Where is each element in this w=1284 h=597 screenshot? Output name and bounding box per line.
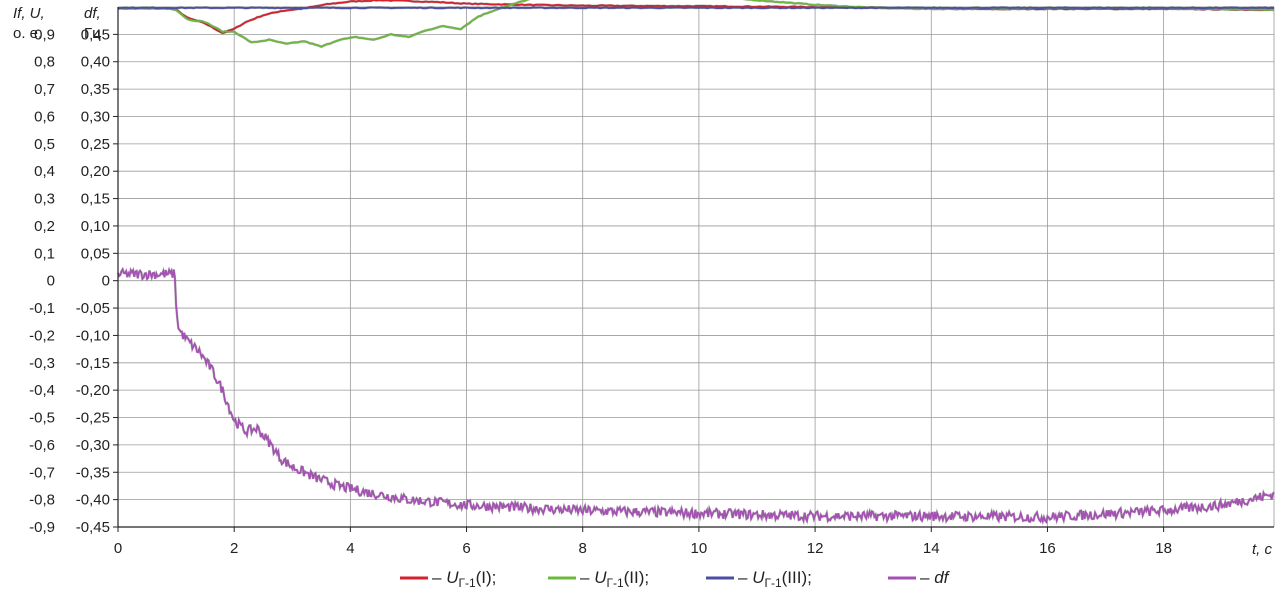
left-tick-label: -0,2	[29, 327, 55, 344]
left-tick-label: -0,6	[29, 437, 55, 454]
x-tick-label: 8	[579, 540, 587, 557]
x-tick-label: 6	[462, 540, 470, 557]
legend-entry: – UГ-1(III);	[738, 568, 812, 590]
right-tick-label: 0,35	[81, 81, 110, 98]
legend-entry: – df	[920, 568, 951, 587]
left-tick-label: -0,1	[29, 300, 55, 317]
x-axis-title: t, c	[1252, 541, 1273, 558]
right-tick-label: 0,30	[81, 108, 110, 125]
left-tick-label: 0,3	[34, 191, 55, 208]
grid	[118, 6, 1275, 528]
left-tick-label: 0,9	[34, 26, 55, 43]
x-tick-label: 18	[1155, 540, 1172, 557]
left-tick-label: -0,3	[29, 355, 55, 372]
legend-entry: – UГ-1(II);	[580, 568, 649, 590]
x-tick-label: 4	[346, 540, 354, 557]
x-tick-label: 0	[114, 540, 122, 557]
legend: – UГ-1(I); – UГ-1(II); – UГ-1(III); – df	[400, 568, 951, 590]
right-tick-label: -0,45	[76, 519, 110, 536]
right-tick-label: 0,25	[81, 136, 110, 153]
legend-entry: – UГ-1(I);	[432, 568, 496, 590]
left-axis-title-line1: If, U,	[13, 5, 45, 22]
right-tick-label: -0,40	[76, 492, 110, 509]
left-tick-label: 0,6	[34, 108, 55, 125]
plot-area	[118, 7, 1274, 527]
left-tick-label: -0,5	[29, 410, 55, 427]
left-tick-label: 0,7	[34, 81, 55, 98]
x-tick-label: 2	[230, 540, 238, 557]
series-layer	[116, 0, 1275, 526]
left-tick-label: 0,8	[34, 54, 55, 71]
right-axis-title-line2: Гц	[84, 25, 101, 42]
axes	[113, 7, 1274, 532]
right-tick-label: 0,05	[81, 245, 110, 262]
left-tick-label: -0,7	[29, 464, 55, 481]
x-tick-label: 16	[1039, 540, 1056, 557]
right-tick-label: 0,15	[81, 191, 110, 208]
right-tick-label: -0,10	[76, 327, 110, 344]
x-tick-label: 14	[923, 540, 940, 557]
right-tick-label: 0,10	[81, 218, 110, 235]
x-tick-label: 10	[691, 540, 708, 557]
left-tick-label: 0,2	[34, 218, 55, 235]
tick-labels: 0,9 0,450,8 0,400,7 0,350,6 0,300,5 0,250,4 0,…	[29, 26, 1172, 557]
right-tick-label: 0,40	[81, 54, 110, 71]
right-tick-label: -0,25	[76, 410, 110, 427]
right-tick-label: -0,35	[76, 464, 110, 481]
right-tick-label: 0	[102, 273, 110, 290]
left-axis-title-line2: о. е.	[13, 25, 42, 42]
left-tick-label: 0,4	[34, 163, 55, 180]
right-tick-label: -0,05	[76, 300, 110, 317]
right-tick-label: 0,20	[81, 163, 110, 180]
series-df	[117, 267, 1275, 525]
series-u-3	[117, 6, 1275, 10]
left-tick-label: -0,8	[29, 492, 55, 509]
right-tick-label: -0,15	[76, 355, 110, 372]
right-tick-label: -0,20	[76, 382, 110, 399]
right-axis-title-line1: df,	[84, 5, 101, 22]
left-tick-label: 0,1	[34, 245, 55, 262]
right-tick-label: -0,30	[76, 437, 110, 454]
x-tick-label: 12	[807, 540, 824, 557]
left-tick-label: -0,4	[29, 382, 55, 399]
left-tick-label: 0,5	[34, 136, 55, 153]
left-tick-label: 0	[47, 273, 55, 290]
right-tick-label: 0,45	[81, 26, 110, 43]
left-tick-label: -0,9	[29, 519, 55, 536]
